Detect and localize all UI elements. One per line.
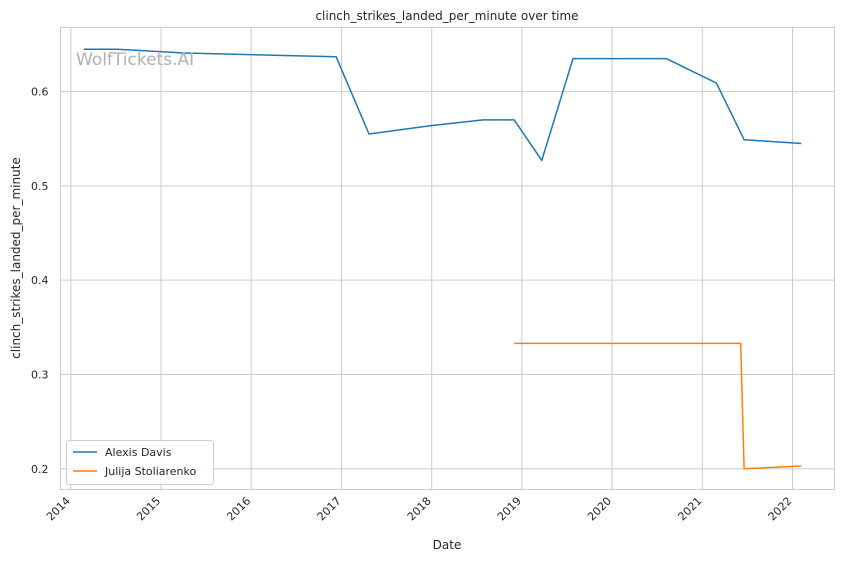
watermark: WolfTickets.AI: [76, 50, 194, 70]
chart-title: clinch_strikes_landed_per_minute over ti…: [315, 9, 578, 23]
y-tick-label: 0.4: [31, 274, 49, 287]
grid-layer: [60, 27, 835, 490]
y-tick-label: 0.5: [31, 180, 49, 193]
y-tick-label: 0.2: [31, 463, 49, 476]
series-line-alexis-davis: [83, 48, 802, 162]
legend-label-alexis-davis: Alexis Davis: [105, 446, 172, 459]
plot-frame: [60, 27, 835, 490]
x-axis-title: Date: [433, 538, 462, 552]
series-layer: [83, 48, 802, 470]
legend: Alexis Davis Julija Stoliarenko: [66, 440, 214, 485]
y-axis-title: clinch_strikes_landed_per_minute: [9, 157, 23, 359]
legend-box: [66, 440, 214, 485]
y-tick-label: 0.6: [31, 86, 49, 99]
legend-label-julija-stoliarenko: Julija Stoliarenko: [104, 465, 196, 478]
y-tick-label: 0.3: [31, 368, 49, 381]
series-line-julija-stoliarenko: [514, 342, 802, 470]
